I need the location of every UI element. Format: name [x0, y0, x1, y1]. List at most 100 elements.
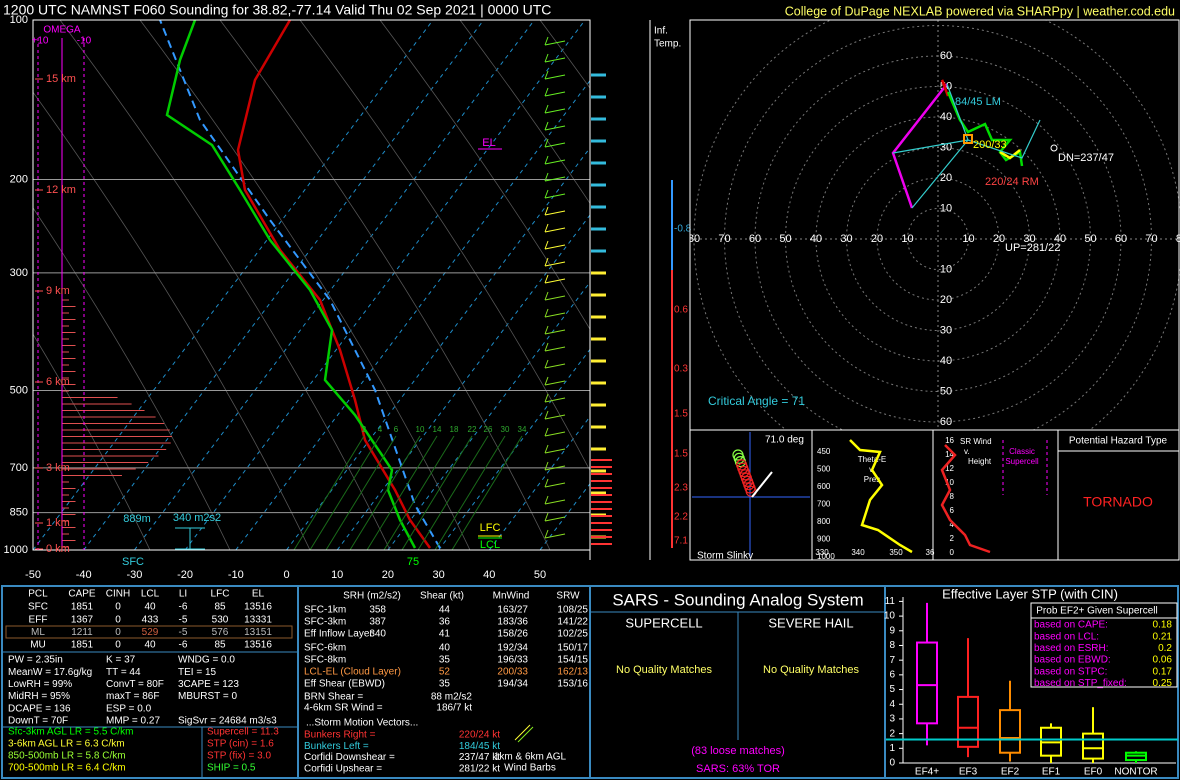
- wind-barb: [544, 210, 566, 216]
- hodo-ring-label: 20: [993, 233, 1005, 245]
- parcel-header: LI: [179, 589, 187, 600]
- hodo-ring: [754, 55, 1122, 423]
- wind-barb: [544, 499, 566, 505]
- parcel-cell: 576: [212, 627, 229, 638]
- wind-barb: [544, 478, 549, 488]
- mixing-ratio-label: 10: [416, 425, 425, 434]
- wind-barb: [544, 397, 566, 403]
- srwind-height-label: 4: [950, 520, 955, 529]
- srwind-height-label: 6: [950, 506, 955, 515]
- parcel-cell: 1851: [71, 640, 94, 651]
- hodo-ring-label: 10: [940, 263, 952, 275]
- hodo-ring: [785, 86, 1091, 392]
- height-label: 6 km: [46, 376, 70, 388]
- hodo-ring-label: 40: [1054, 233, 1066, 245]
- lapse-rate: 3-6km AGL LR = 6.3 C/km: [8, 739, 125, 750]
- parcel-cell: EFF: [29, 614, 48, 625]
- prob-label: based on STPC:: [1034, 666, 1107, 677]
- prob-value: 0.18: [1153, 620, 1173, 631]
- stp-tick-label: 10: [884, 611, 896, 622]
- kinematic-value: 387: [369, 617, 386, 628]
- temp-tick-label: 50: [534, 569, 546, 581]
- hodo-vector: [892, 119, 1041, 159]
- srwind-trace: [940, 444, 991, 554]
- temp-tick-label: 30: [432, 569, 444, 581]
- srwind-height-label: 16: [945, 436, 954, 445]
- theta-temp-label: 350: [889, 548, 903, 557]
- wind-barb: [544, 193, 566, 199]
- wind-barb: [544, 53, 549, 63]
- wind-barb: [544, 40, 566, 46]
- kinematic-value: 358: [369, 605, 386, 616]
- kinematic-value: 108/25: [557, 605, 588, 616]
- motion-label: Corfidi Upshear =: [304, 764, 382, 775]
- inf-temp-title: Inf.: [654, 26, 668, 37]
- parcel-header: CINH: [106, 589, 130, 600]
- kinematic-value: 40: [439, 643, 451, 654]
- parcel-cell: 13516: [244, 602, 272, 613]
- theta-pressure-label: 700: [817, 500, 831, 509]
- wind-barb: [544, 312, 566, 318]
- height-label: 9 km: [46, 285, 70, 297]
- kinematic-layer: Eff Inflow Layer: [304, 629, 373, 640]
- index-value: K = 37: [106, 655, 136, 666]
- theta-temp-label: 330: [815, 548, 829, 557]
- height-label: 0 km: [46, 543, 70, 555]
- motion-label: Corfidi Downshear =: [304, 752, 395, 763]
- parcel-cell: 1851: [71, 602, 94, 613]
- stp-category: EF2: [1001, 767, 1020, 778]
- mixing-ratio-label: 18: [450, 425, 459, 434]
- wind-barb: [544, 36, 549, 46]
- composite-index: SHIP = 0.5: [207, 763, 256, 774]
- mixing-ratio-line: [451, 435, 523, 550]
- pressure-tick-label: 300: [10, 267, 28, 279]
- parcel-cell: 0: [115, 640, 121, 651]
- kinematic-header: SRH (m2/s2): [343, 591, 401, 602]
- temp-tick-label: -20: [177, 569, 193, 581]
- wind-barb: [544, 87, 549, 97]
- index-value: DCAPE = 136: [8, 703, 71, 714]
- wind-barb: [544, 261, 566, 267]
- kinematic-layer: SFC-8km: [304, 655, 346, 666]
- inf-temp-value: 7.1: [674, 536, 688, 547]
- prob-value: 0.2: [1158, 643, 1172, 654]
- wind-barb: [544, 155, 549, 165]
- isotherm: [235, 79, 590, 550]
- mixing-ratio-line: [293, 435, 365, 550]
- hodo-label: 200/33: [973, 139, 1007, 151]
- stp-category: EF1: [1042, 767, 1061, 778]
- stp-tick-label: 8: [889, 640, 895, 651]
- theta-pressure-label: 600: [817, 482, 831, 491]
- hodo-trace: [999, 149, 1021, 160]
- prob-value: 0.21: [1153, 631, 1173, 642]
- parcel-cell: 13516: [244, 640, 272, 651]
- lapse-rate: Sfc-3km AGL LR = 5.5 C/km: [8, 727, 134, 738]
- stp-tick-label: 5: [889, 684, 895, 695]
- inf-temp-value: -0.8: [674, 224, 692, 235]
- parcel-cell: SFC: [28, 602, 48, 613]
- hodo-ring-label: 40: [940, 111, 952, 123]
- parcel-cell: 0: [115, 627, 121, 638]
- mixing-ratio-label: 14: [433, 425, 442, 434]
- wind-barb: [544, 431, 566, 437]
- kinematic-layer: Eff Shear (EBWD): [304, 679, 385, 690]
- barbs-label: Wind Barbs: [504, 763, 556, 774]
- kinematic-header: Shear (kt): [420, 591, 464, 602]
- stp-category: NONTOR: [1114, 767, 1157, 778]
- parcel-cell: -6: [179, 640, 188, 651]
- parcel-cell: ML: [31, 627, 45, 638]
- index-value: MMP = 0.27: [106, 716, 160, 727]
- dry-adiabat: [33, 91, 311, 550]
- prob-value: 0.06: [1153, 655, 1173, 666]
- kinematic-value: 52: [439, 667, 451, 678]
- srwind-height-label: 10: [945, 478, 954, 487]
- wind-barb: [544, 363, 566, 369]
- prob-value: 0.17: [1153, 666, 1173, 677]
- inf-temp-value: 2.3: [674, 483, 688, 494]
- wind-barb: [544, 240, 549, 250]
- slinky-vector: [751, 471, 773, 498]
- dry-adiabat: [299, 20, 590, 472]
